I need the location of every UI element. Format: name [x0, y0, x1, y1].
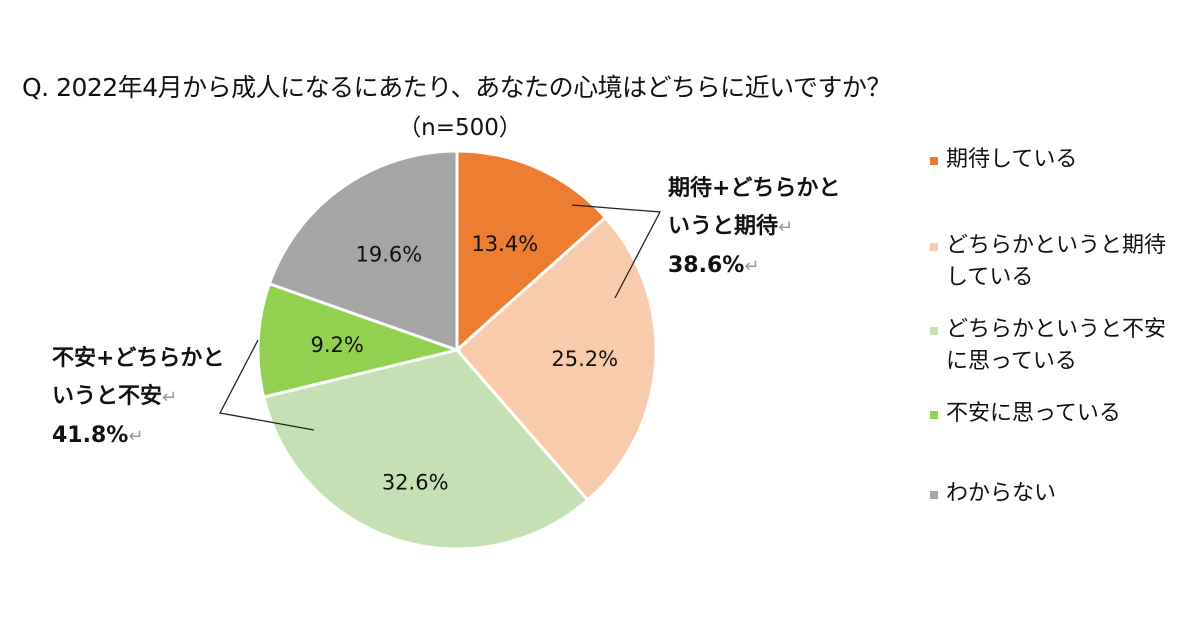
legend-label-line2: している — [946, 265, 1034, 290]
annotation-anxiety-line1: 不安+どちらかと — [52, 346, 225, 371]
pie-slice — [267, 149, 459, 353]
legend-label-line2: に思っている — [946, 349, 1077, 374]
legend-swatch — [930, 491, 938, 499]
slice-value-label: 32.6% — [382, 471, 449, 495]
legend-label: 不安に思っている — [946, 401, 1121, 426]
legend-swatch — [930, 411, 938, 419]
pie-slice — [261, 348, 590, 551]
legend-label: どちらかというと期待 — [946, 233, 1167, 258]
legend-item-anxious: 不安に思っている — [930, 398, 1190, 430]
legend-label: 期待している — [946, 147, 1078, 172]
annotation-anxiety-line2: いうと不安 — [52, 384, 163, 409]
legend-item-unknown: わからない — [930, 478, 1190, 510]
annotation-anxiety: 不安+どちらかと いうと不安↵ 41.8%↵ — [52, 340, 224, 456]
annotation-expect-line1: 期待+どちらかと — [668, 176, 841, 201]
legend-swatch — [930, 157, 938, 165]
legend-item-somewhat-expect: どちらかというと期待 している — [930, 230, 1190, 294]
slice-value-label: 25.2% — [551, 347, 618, 371]
slice-value-label: 9.2% — [310, 333, 363, 357]
legend-swatch — [930, 243, 938, 251]
annotation-anxiety-value: 41.8% — [52, 423, 129, 448]
legend-label: わからない — [946, 481, 1057, 506]
leader-line-anxiety — [219, 339, 315, 431]
legend-item-expect: 期待している — [930, 144, 1190, 176]
slice-value-label: 19.6% — [355, 243, 422, 267]
slice-value-label: 13.4% — [471, 232, 538, 256]
chart-subtitle: （n=500） — [398, 115, 522, 141]
annotation-expect-value: 38.6% — [668, 253, 745, 278]
leader-line-expect — [571, 204, 662, 299]
legend-swatch — [930, 327, 938, 335]
legend-label: どちらかというと不安 — [946, 317, 1167, 342]
pie-slice — [455, 149, 608, 354]
chart-title: Q. 2022年4月から成人になるにあたり、あなたの心境はどちらに近いですか？ — [22, 73, 891, 102]
annotation-expect-line2: いうと期待 — [668, 214, 779, 239]
annotation-expect: 期待+どちらかと いうと期待↵ 38.6%↵ — [668, 170, 840, 286]
legend-item-somewhat-anxious: どちらかというと不安 に思っている — [930, 314, 1190, 378]
pie-slice — [256, 281, 463, 399]
pie-slice — [454, 215, 658, 503]
